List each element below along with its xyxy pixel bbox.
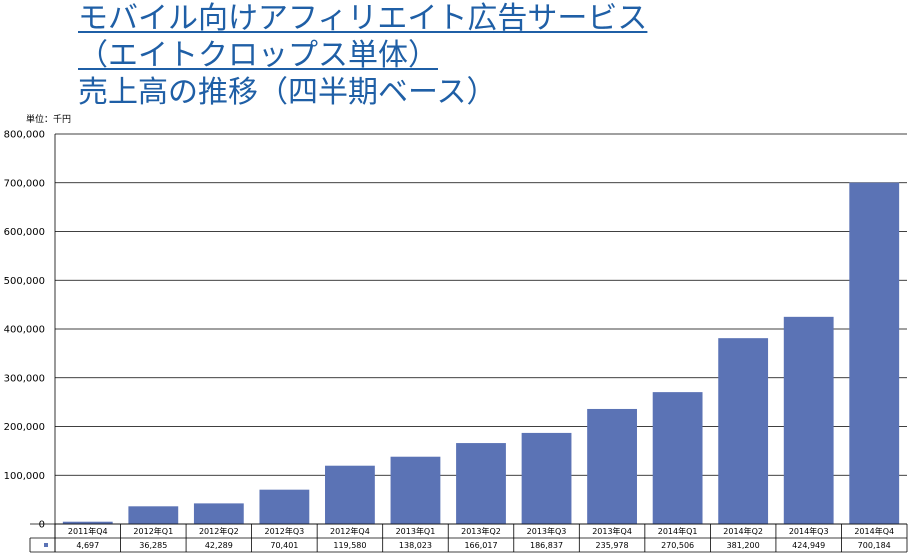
category-label: 2012年Q3 bbox=[265, 526, 305, 536]
category-label: 2013年Q4 bbox=[592, 526, 632, 536]
category-label: 2011年Q4 bbox=[68, 526, 108, 536]
category-label: 2013年Q3 bbox=[527, 526, 567, 536]
category-label: 2013年Q2 bbox=[461, 526, 501, 536]
y-tick-label: 500,000 bbox=[4, 276, 45, 287]
y-tick-label: 400,000 bbox=[4, 325, 45, 336]
category-label: 2014年Q4 bbox=[854, 526, 894, 536]
title-line-2: （エイトクロップス単体） bbox=[78, 38, 438, 73]
bar bbox=[390, 456, 441, 524]
y-tick-label: 800,000 bbox=[4, 130, 45, 141]
bar bbox=[849, 182, 900, 525]
bar bbox=[652, 392, 703, 524]
bar bbox=[325, 465, 375, 524]
bar bbox=[128, 506, 179, 524]
bar bbox=[521, 432, 572, 524]
value-label: 42,289 bbox=[205, 541, 233, 550]
value-label: 270,506 bbox=[661, 541, 694, 550]
category-label: 2012年Q2 bbox=[199, 526, 239, 536]
value-label: 36,285 bbox=[139, 541, 167, 550]
value-label: 70,401 bbox=[270, 541, 298, 550]
bar bbox=[587, 408, 637, 524]
bar bbox=[783, 316, 834, 524]
value-label: 119,580 bbox=[333, 541, 366, 550]
category-label: 2014年Q2 bbox=[723, 526, 763, 536]
value-label: 4,697 bbox=[76, 541, 99, 550]
category-label: 2013年Q1 bbox=[396, 526, 436, 536]
value-label: 235,978 bbox=[596, 541, 629, 550]
data-table: 2011年Q4 4,697 2012年Q1 36,285 2012年Q2 42,289 20… bbox=[29, 523, 908, 553]
y-tick-label: 0 bbox=[39, 520, 45, 531]
category-label: 2014年Q1 bbox=[658, 526, 698, 536]
value-label: 138,023 bbox=[399, 541, 432, 550]
value-label: 186,837 bbox=[530, 541, 563, 550]
unit-label: 単位：千円 bbox=[26, 115, 72, 125]
bar bbox=[259, 489, 310, 524]
y-tick-label: 600,000 bbox=[4, 227, 45, 238]
value-label: 424,949 bbox=[792, 541, 825, 550]
category-label: 2012年Q4 bbox=[330, 526, 370, 536]
chart-title: モバイル向けアフィリエイト広告サービス （エイトクロップス単体） 売上高の推移（… bbox=[78, 0, 647, 111]
y-tick-label: 700,000 bbox=[4, 178, 45, 189]
y-tick-label: 300,000 bbox=[4, 373, 45, 384]
bar bbox=[193, 503, 244, 524]
bar bbox=[718, 338, 769, 524]
title-line-1: モバイル向けアフィリエイト広告サービス bbox=[78, 1, 648, 36]
value-label: 700,184 bbox=[858, 541, 891, 550]
bar bbox=[456, 443, 506, 524]
bar bbox=[62, 521, 113, 524]
category-label: 2012年Q1 bbox=[133, 526, 173, 536]
title-line-3: 売上高の推移（四半期ベース） bbox=[78, 75, 497, 110]
bars bbox=[62, 182, 900, 525]
y-tick-label: 100,000 bbox=[4, 471, 45, 482]
value-label: 381,200 bbox=[727, 541, 760, 550]
value-label: 166,017 bbox=[464, 541, 497, 550]
y-axis-ticks: 0 100,000 200,000 300,000 400,000 500,000 600,… bbox=[4, 130, 45, 531]
legend-key bbox=[44, 543, 48, 547]
y-tick-label: 200,000 bbox=[4, 422, 45, 433]
category-label: 2014年Q3 bbox=[789, 526, 829, 536]
